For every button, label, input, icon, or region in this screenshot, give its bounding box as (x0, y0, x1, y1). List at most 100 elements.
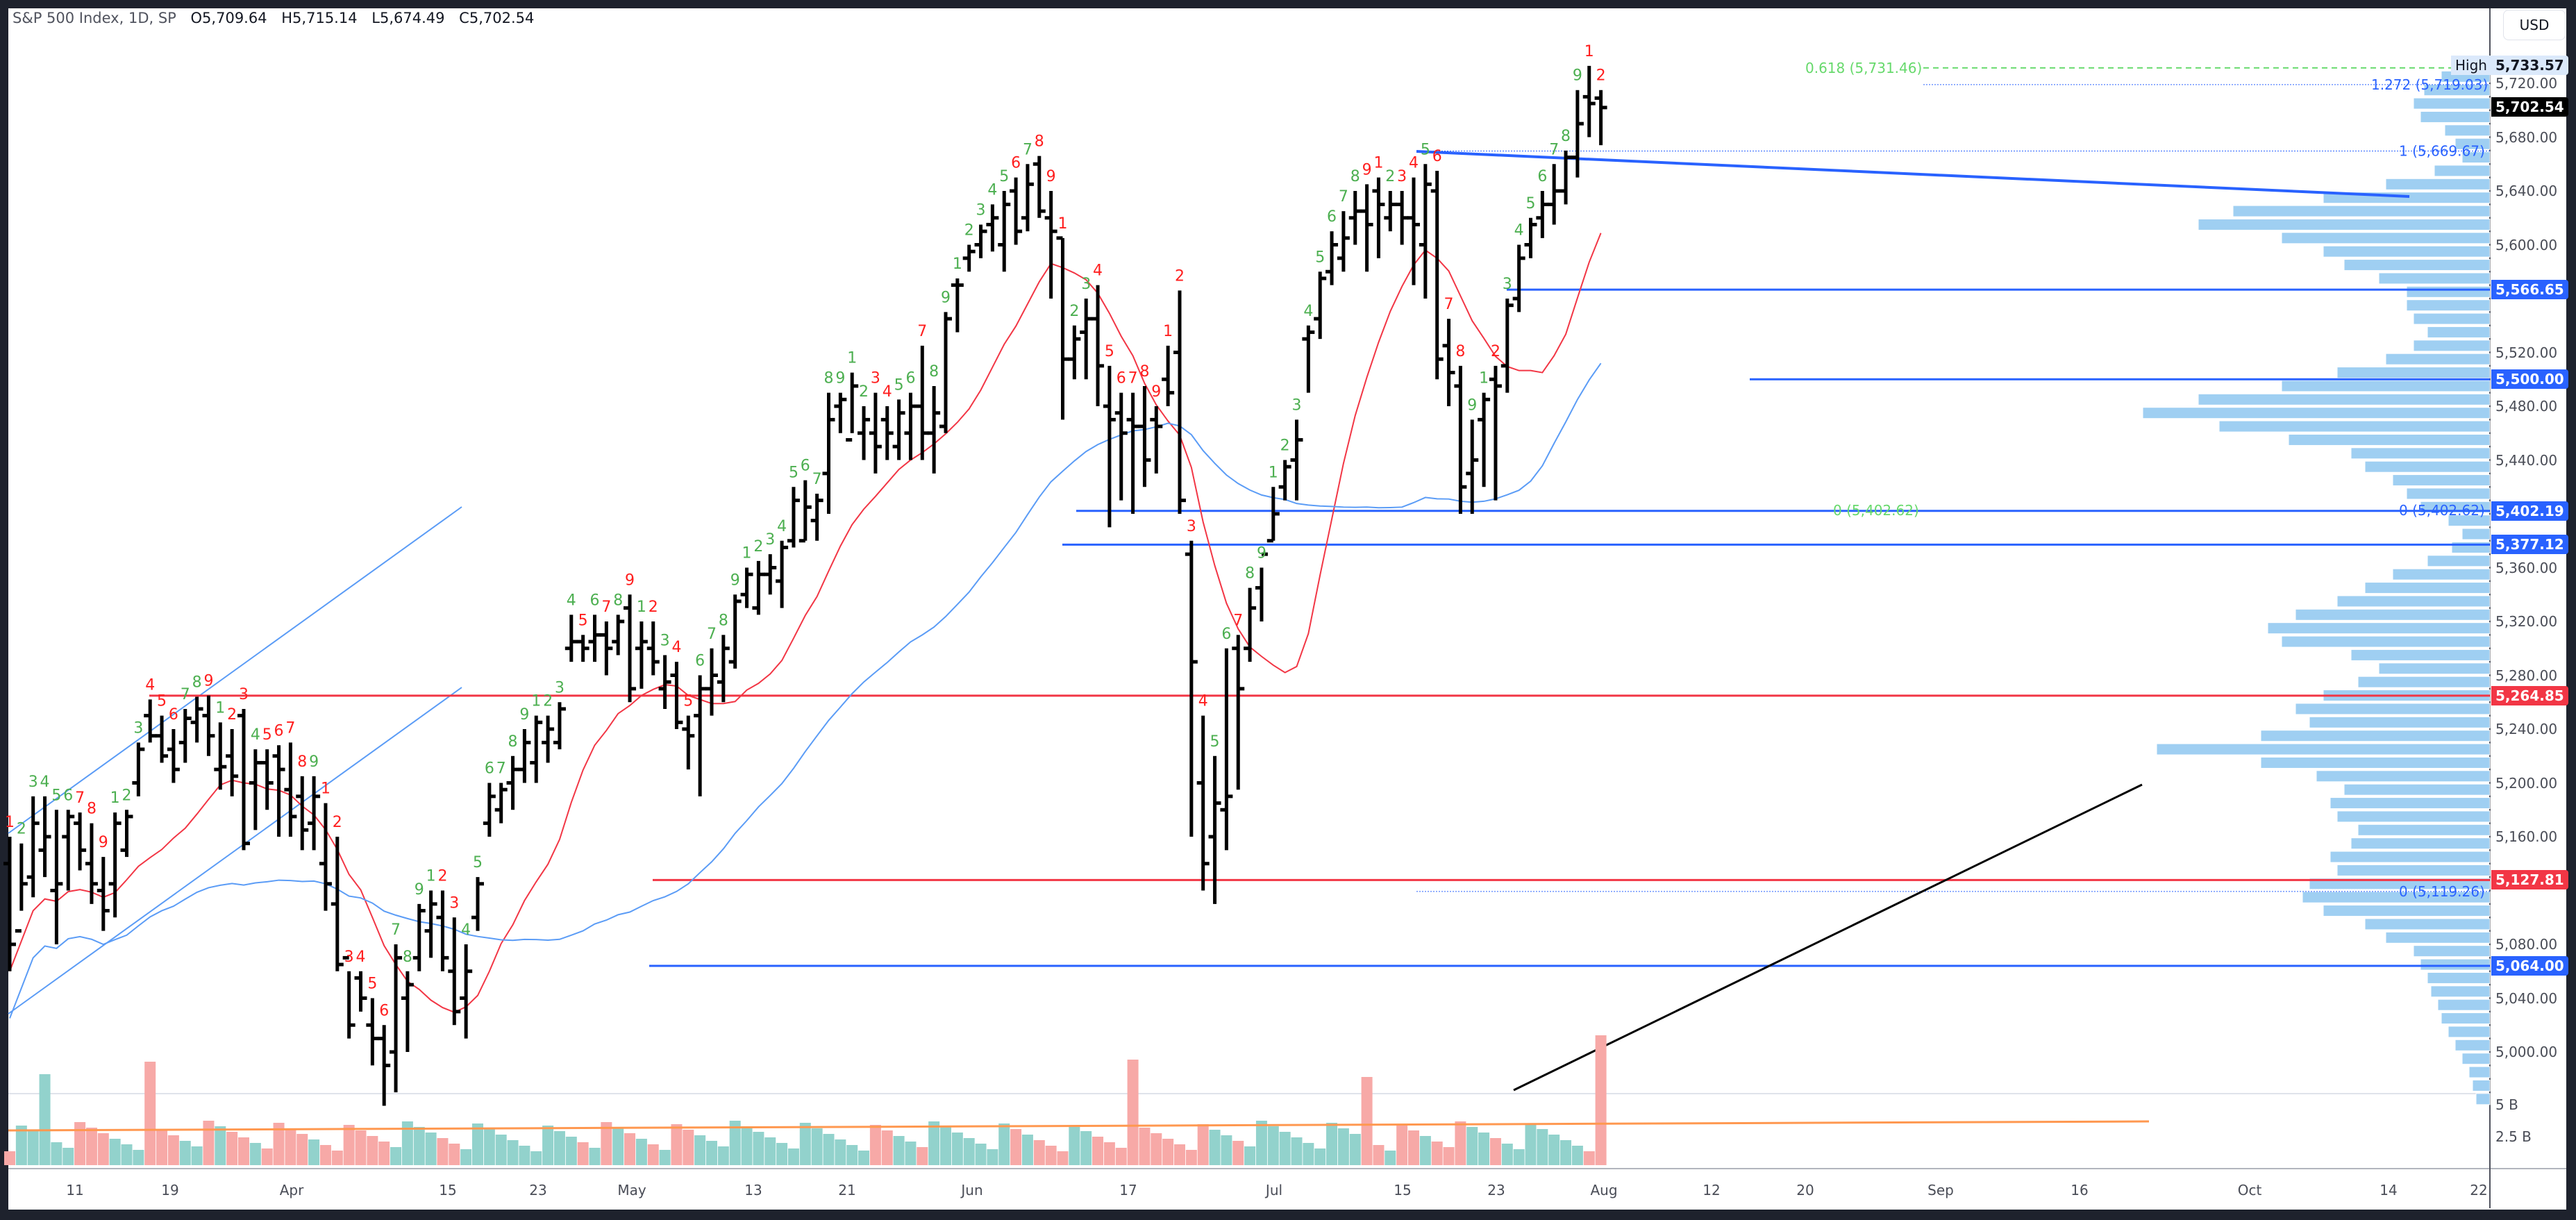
td-count-label: 3 (1292, 396, 1302, 414)
price-tick-label: 5,040.00 (2495, 989, 2558, 1007)
td-count-label: 9 (835, 370, 845, 387)
volume-profile-bar (2454, 137, 2491, 150)
td-count-label: 1 (110, 789, 120, 807)
volume-profile-bar (2448, 1026, 2491, 1038)
volume-profile-bar (2420, 110, 2491, 123)
td-count-label: 7 (1023, 141, 1032, 158)
volume-bar (1537, 1129, 1548, 1165)
volume-bar (179, 1141, 191, 1165)
volume-profile-bar (2385, 931, 2491, 944)
volume-profile-bar (2413, 97, 2491, 110)
td-count-label: 1 (1163, 323, 1173, 340)
td-count-label: 4 (1514, 222, 1524, 240)
volume-profile-bar (2260, 730, 2491, 742)
low-value: L5,674.49 (371, 10, 445, 26)
volume-profile-bar (2302, 891, 2491, 903)
volume-profile-bar (2413, 312, 2491, 325)
time-tick-label: Sep (1927, 1182, 1954, 1198)
volume-profile-bar (2364, 918, 2491, 930)
td-count-label: 8 (613, 592, 623, 609)
price-tick-label: 5,600.00 (2495, 236, 2558, 253)
td-count-label: 7 (391, 921, 401, 939)
volume-bar (215, 1126, 226, 1165)
volume-profile-bar (2444, 124, 2491, 137)
td-count-label: 8 (1350, 168, 1360, 185)
volume-bar (1373, 1145, 1385, 1165)
td-count-label: 6 (905, 370, 915, 387)
volume-bar (191, 1146, 203, 1165)
td-count-label: 3 (1187, 518, 1196, 535)
volume-bar (1525, 1123, 1537, 1165)
td-count-label: 3 (1503, 276, 1512, 293)
volume-bar (1408, 1130, 1419, 1165)
td-count-label: 4 (40, 774, 50, 791)
volume-bar (1431, 1142, 1443, 1165)
volume-bar (1548, 1135, 1560, 1165)
volume-profile-bar (2427, 971, 2491, 984)
volume-profile-bar (2156, 743, 2491, 755)
volume-bar (285, 1128, 296, 1165)
volume-profile-bar (2420, 958, 2491, 971)
td-count-label: 4 (1198, 693, 1208, 710)
volume-bar (741, 1126, 753, 1165)
td-count-label: 2 (333, 814, 342, 831)
volume-bar (1045, 1146, 1057, 1165)
td-count-label: 1 (847, 350, 857, 367)
volume-bar (1185, 1150, 1197, 1165)
currency-button[interactable]: USD (2503, 10, 2566, 40)
volume-bar (1069, 1126, 1080, 1165)
td-count-label: 9 (1573, 67, 1582, 85)
td-count-label: 5 (157, 693, 167, 710)
td-count-label: 1 (215, 699, 225, 717)
td-count-label: 7 (812, 471, 822, 488)
volume-profile-bar (2385, 353, 2491, 365)
td-count-label: 3 (1397, 168, 1407, 185)
volume-profile-bar (2430, 985, 2491, 998)
td-count-label: 8 (1139, 363, 1149, 381)
time-tick-label: 20 (1796, 1182, 1814, 1198)
td-count-label: 6 (63, 787, 73, 804)
td-count-label: 5 (1105, 343, 1114, 360)
td-count-label: 7 (181, 686, 190, 703)
td-count-label: 8 (1245, 565, 1255, 583)
volume-bar (717, 1146, 729, 1165)
td-count-label: 1 (426, 868, 436, 885)
td-count-label: 6 (485, 760, 494, 778)
td-count-label: 4 (461, 921, 471, 939)
price-tag: 5,733.57 (2491, 55, 2568, 75)
fib-label: 0.618 (5,731.46) (1805, 60, 1922, 76)
volume-bar (238, 1137, 249, 1165)
volume-bar (1489, 1138, 1501, 1165)
volume-bar (1115, 1148, 1127, 1165)
open-value: O5,709.64 (190, 10, 267, 26)
volume-bar (413, 1127, 425, 1165)
td-count-label: 2 (17, 821, 26, 838)
td-count-label: 8 (824, 370, 834, 387)
td-count-label: 8 (87, 801, 97, 818)
volume-bar (121, 1144, 133, 1165)
td-count-label: 8 (1035, 133, 1044, 151)
symbol-legend[interactable]: S&P 500 Index, 1D, SP O5,709.64 H5,715.1… (12, 10, 534, 26)
td-count-label: 5 (367, 976, 377, 993)
td-count-label: 8 (1455, 343, 1465, 360)
volume-profile-bar (2281, 380, 2491, 392)
volume-bar (776, 1143, 788, 1165)
time-tick-label: Oct (2237, 1182, 2262, 1198)
volume-bar (1057, 1151, 1069, 1165)
td-count-label: 3 (871, 370, 880, 387)
td-count-label: 2 (964, 222, 974, 240)
td-count-label: 5 (683, 693, 693, 710)
volume-bar (401, 1121, 413, 1165)
volume-bar (1455, 1121, 1466, 1165)
td-count-label: 1 (5, 814, 15, 831)
td-count-label: 4 (145, 676, 155, 694)
volume-bar (624, 1133, 636, 1165)
td-count-label: 8 (297, 753, 307, 771)
volume-bar (62, 1148, 74, 1165)
time-tick-label: Aug (1590, 1182, 1618, 1198)
high-value: H5,715.14 (281, 10, 358, 26)
channel-lower-line (8, 687, 462, 1014)
volume-profile-bar (2427, 555, 2491, 567)
volume-bar (671, 1124, 683, 1165)
